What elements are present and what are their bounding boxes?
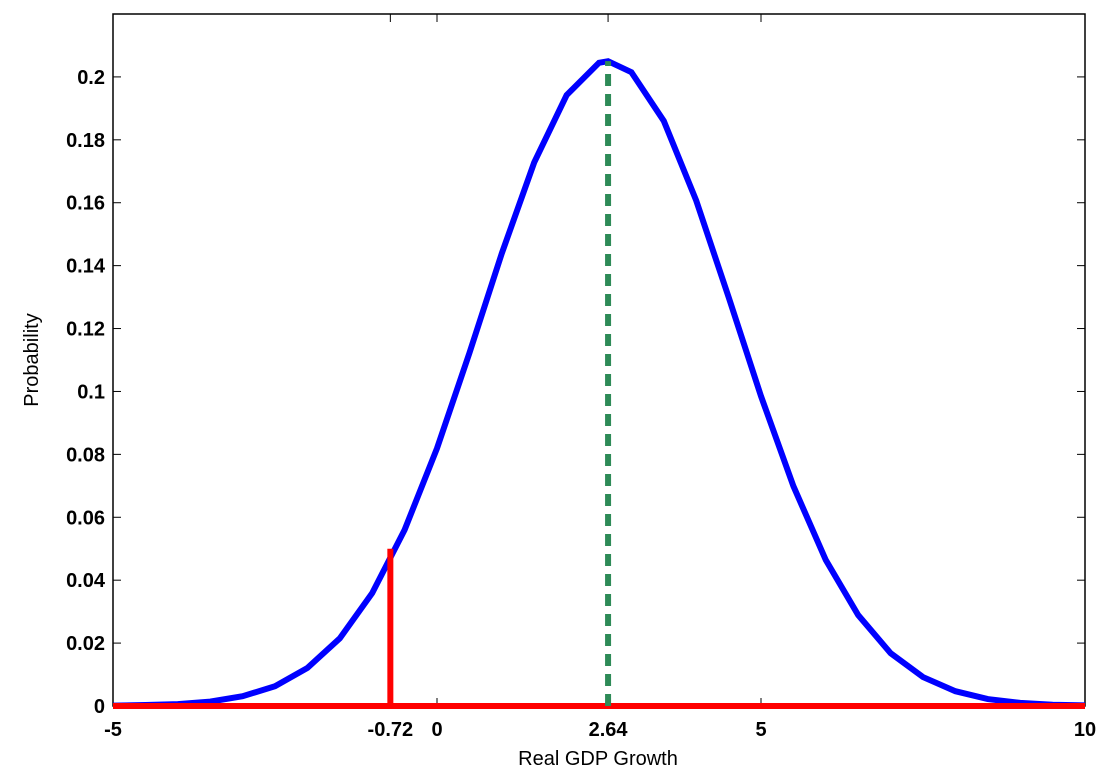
series-line <box>113 548 1085 709</box>
y-tick-label: 0.1 <box>77 381 105 403</box>
x-tick-label: 0 <box>431 719 442 741</box>
x-tick-label: 5 <box>755 719 766 741</box>
y-tick-label: 0.2 <box>77 67 105 89</box>
y-tick-label: 0 <box>94 696 105 718</box>
y-axis-label: Probability <box>21 313 43 406</box>
x-tick-label: 2.64 <box>589 719 629 741</box>
x-axis-label: Real GDP Growth <box>518 748 678 770</box>
x-tick-label: -5 <box>104 719 122 741</box>
plot-frame <box>112 13 1086 707</box>
y-tick-label: 0.16 <box>66 193 105 215</box>
x-tick-label: 10 <box>1074 719 1096 741</box>
y-tick-label: 0.14 <box>66 256 106 278</box>
x-tick-label: -0.72 <box>368 719 414 741</box>
y-tick-label: 0.04 <box>66 570 106 592</box>
y-tick-label: 0.06 <box>66 507 105 529</box>
y-tick-label: 0.02 <box>66 633 105 655</box>
y-tick-label: 0.18 <box>66 130 105 152</box>
y-tick-label: 0.12 <box>66 319 105 341</box>
y-tick-label: 0.08 <box>66 444 105 466</box>
series-line <box>112 58 1086 709</box>
